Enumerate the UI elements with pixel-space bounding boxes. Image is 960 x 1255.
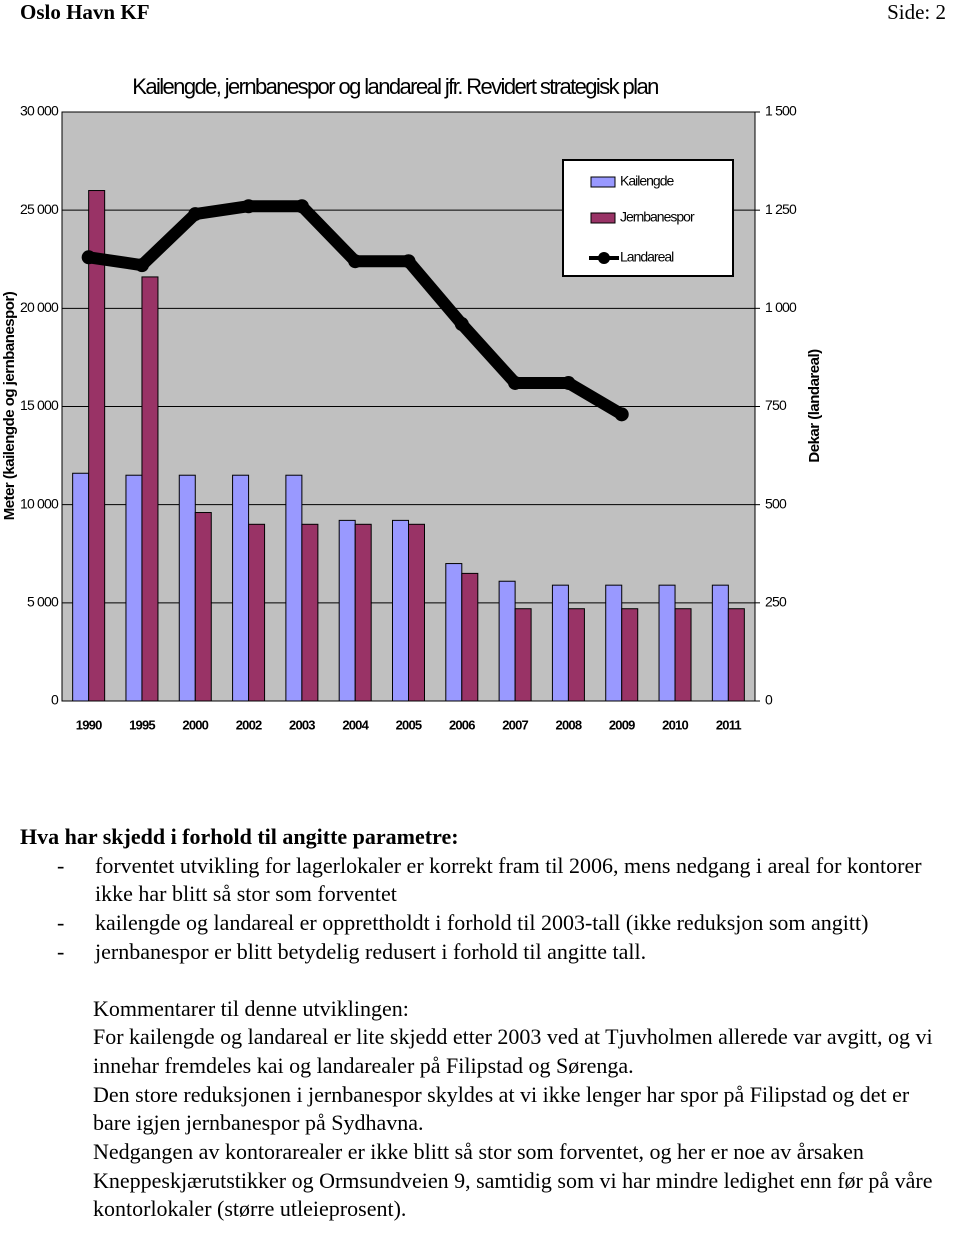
legend-marker — [598, 252, 610, 264]
bullet-text: forventet utvikling for lagerlokaler er … — [95, 852, 922, 907]
line-marker — [401, 254, 416, 269]
y2-tick-label: 250 — [765, 594, 787, 610]
bar — [567, 608, 585, 702]
body-text: Hva har skjedd i forhold til angitte par… — [20, 823, 950, 1224]
bullet-marker: - — [57, 852, 65, 878]
bar — [605, 584, 623, 702]
y2-tick-label: 0 — [765, 692, 773, 708]
line-marker — [614, 407, 629, 422]
bar — [658, 584, 676, 702]
x-tick-label: 2010 — [662, 717, 688, 732]
bar — [301, 523, 319, 702]
bar — [354, 523, 372, 702]
bar — [72, 472, 90, 702]
y-tick-label: 5 000 — [27, 594, 59, 610]
bar — [125, 474, 143, 702]
bar — [674, 608, 692, 702]
line-marker — [561, 375, 576, 390]
line-marker — [134, 258, 149, 273]
bar — [285, 474, 303, 702]
bullet: - forventet utvikling for lagerlokaler er… — [20, 852, 950, 909]
bullet-text: kailengde og landareal er opprettholdt i… — [95, 910, 869, 936]
y-tick-label: 15 000 — [20, 397, 59, 413]
chart: Kailengde, jernbanespor og landareal jfr… — [1, 74, 823, 733]
paragraph: Nedgangen av kontorarealer er ikke blitt… — [93, 1139, 933, 1222]
bar — [408, 523, 425, 702]
x-tick-label: 2005 — [396, 717, 422, 732]
x-tick-label: 2003 — [289, 717, 315, 732]
header-right: Side: 2 — [887, 0, 946, 24]
heading: Hva har skjedd i forhold til angitte par… — [20, 824, 459, 849]
y-tick-label: 25 000 — [20, 201, 59, 217]
bullet-marker: - — [57, 910, 65, 936]
bar — [498, 580, 516, 702]
line-marker — [508, 375, 523, 390]
x-tick-label: 2007 — [502, 717, 528, 732]
line-marker — [454, 317, 469, 332]
bar — [338, 519, 356, 702]
bullet: - kailengde og landareal er opprettholdt … — [20, 909, 950, 938]
paragraphs: For kailengde og landareal er lite skjed… — [20, 1023, 950, 1224]
bar — [248, 523, 266, 702]
comment-title: Kommentarer til denne utviklingen: — [93, 995, 409, 1021]
y2-tick-label: 1 250 — [765, 201, 797, 217]
bar — [392, 519, 409, 702]
chart-title: Kailengde, jernbanespor og landareal jfr… — [132, 74, 658, 99]
y-tick-label: 10 000 — [20, 495, 59, 511]
x-tick-label: 2004 — [342, 717, 369, 732]
y-axis-label: Meter (kailengde og jernbanespor) — [1, 291, 18, 520]
paragraph: For kailengde og landareal er lite skjed… — [93, 1024, 933, 1078]
y2-tick-label: 1 000 — [765, 299, 797, 315]
y-tick-label: 30 000 — [20, 103, 59, 119]
legend-swatch — [590, 212, 616, 224]
y-tick-label: 20 000 — [20, 299, 59, 315]
y2-tick-label: 500 — [765, 495, 787, 511]
x-tick-label: 2009 — [609, 717, 635, 732]
bar — [88, 190, 106, 702]
bullet-list: - forventet utvikling for lagerlokaler er… — [20, 852, 950, 967]
bar — [232, 474, 250, 702]
bar — [727, 608, 745, 702]
paragraph: Den store reduksjonen i jernbanespor sky… — [93, 1081, 910, 1136]
x-tick-label: 2006 — [449, 717, 475, 732]
y2-axis-label: Dekar (landareal) — [806, 349, 823, 463]
line-marker — [241, 199, 256, 214]
line-marker — [294, 199, 309, 214]
x-tick-label: 2000 — [182, 717, 208, 732]
bar — [445, 563, 463, 702]
y-tick-label: 0 — [51, 692, 59, 708]
header-left: Oslo Havn KF — [20, 0, 150, 24]
legend-label: Kailengde — [620, 173, 674, 189]
bar — [711, 584, 729, 702]
bar — [178, 474, 196, 702]
x-tick-label: 2011 — [716, 717, 742, 732]
line-marker — [81, 250, 96, 265]
bar — [514, 608, 532, 702]
legend-label: Landareal — [620, 249, 674, 265]
legend-label: Jernbanespor — [620, 209, 695, 225]
x-tick-label: 2008 — [556, 717, 582, 732]
line-marker — [188, 207, 203, 222]
x-tick-label: 2002 — [236, 717, 262, 732]
bar — [141, 276, 159, 702]
bar — [551, 584, 569, 702]
x-tick-label: 1995 — [129, 717, 155, 732]
bullet: - jernbanespor er blitt betydelig reduser… — [20, 938, 950, 967]
x-tick-label: 1990 — [76, 717, 102, 732]
bar — [194, 512, 212, 702]
bar — [461, 572, 479, 702]
bar — [621, 608, 639, 702]
y2-tick-label: 1 500 — [765, 103, 797, 119]
bullet-text: jernbanespor er blitt betydelig redusert… — [95, 938, 647, 964]
legend-swatch — [590, 176, 616, 188]
bullet-marker: - — [57, 938, 65, 964]
y2-tick-label: 750 — [765, 397, 787, 413]
line-marker — [348, 254, 363, 269]
